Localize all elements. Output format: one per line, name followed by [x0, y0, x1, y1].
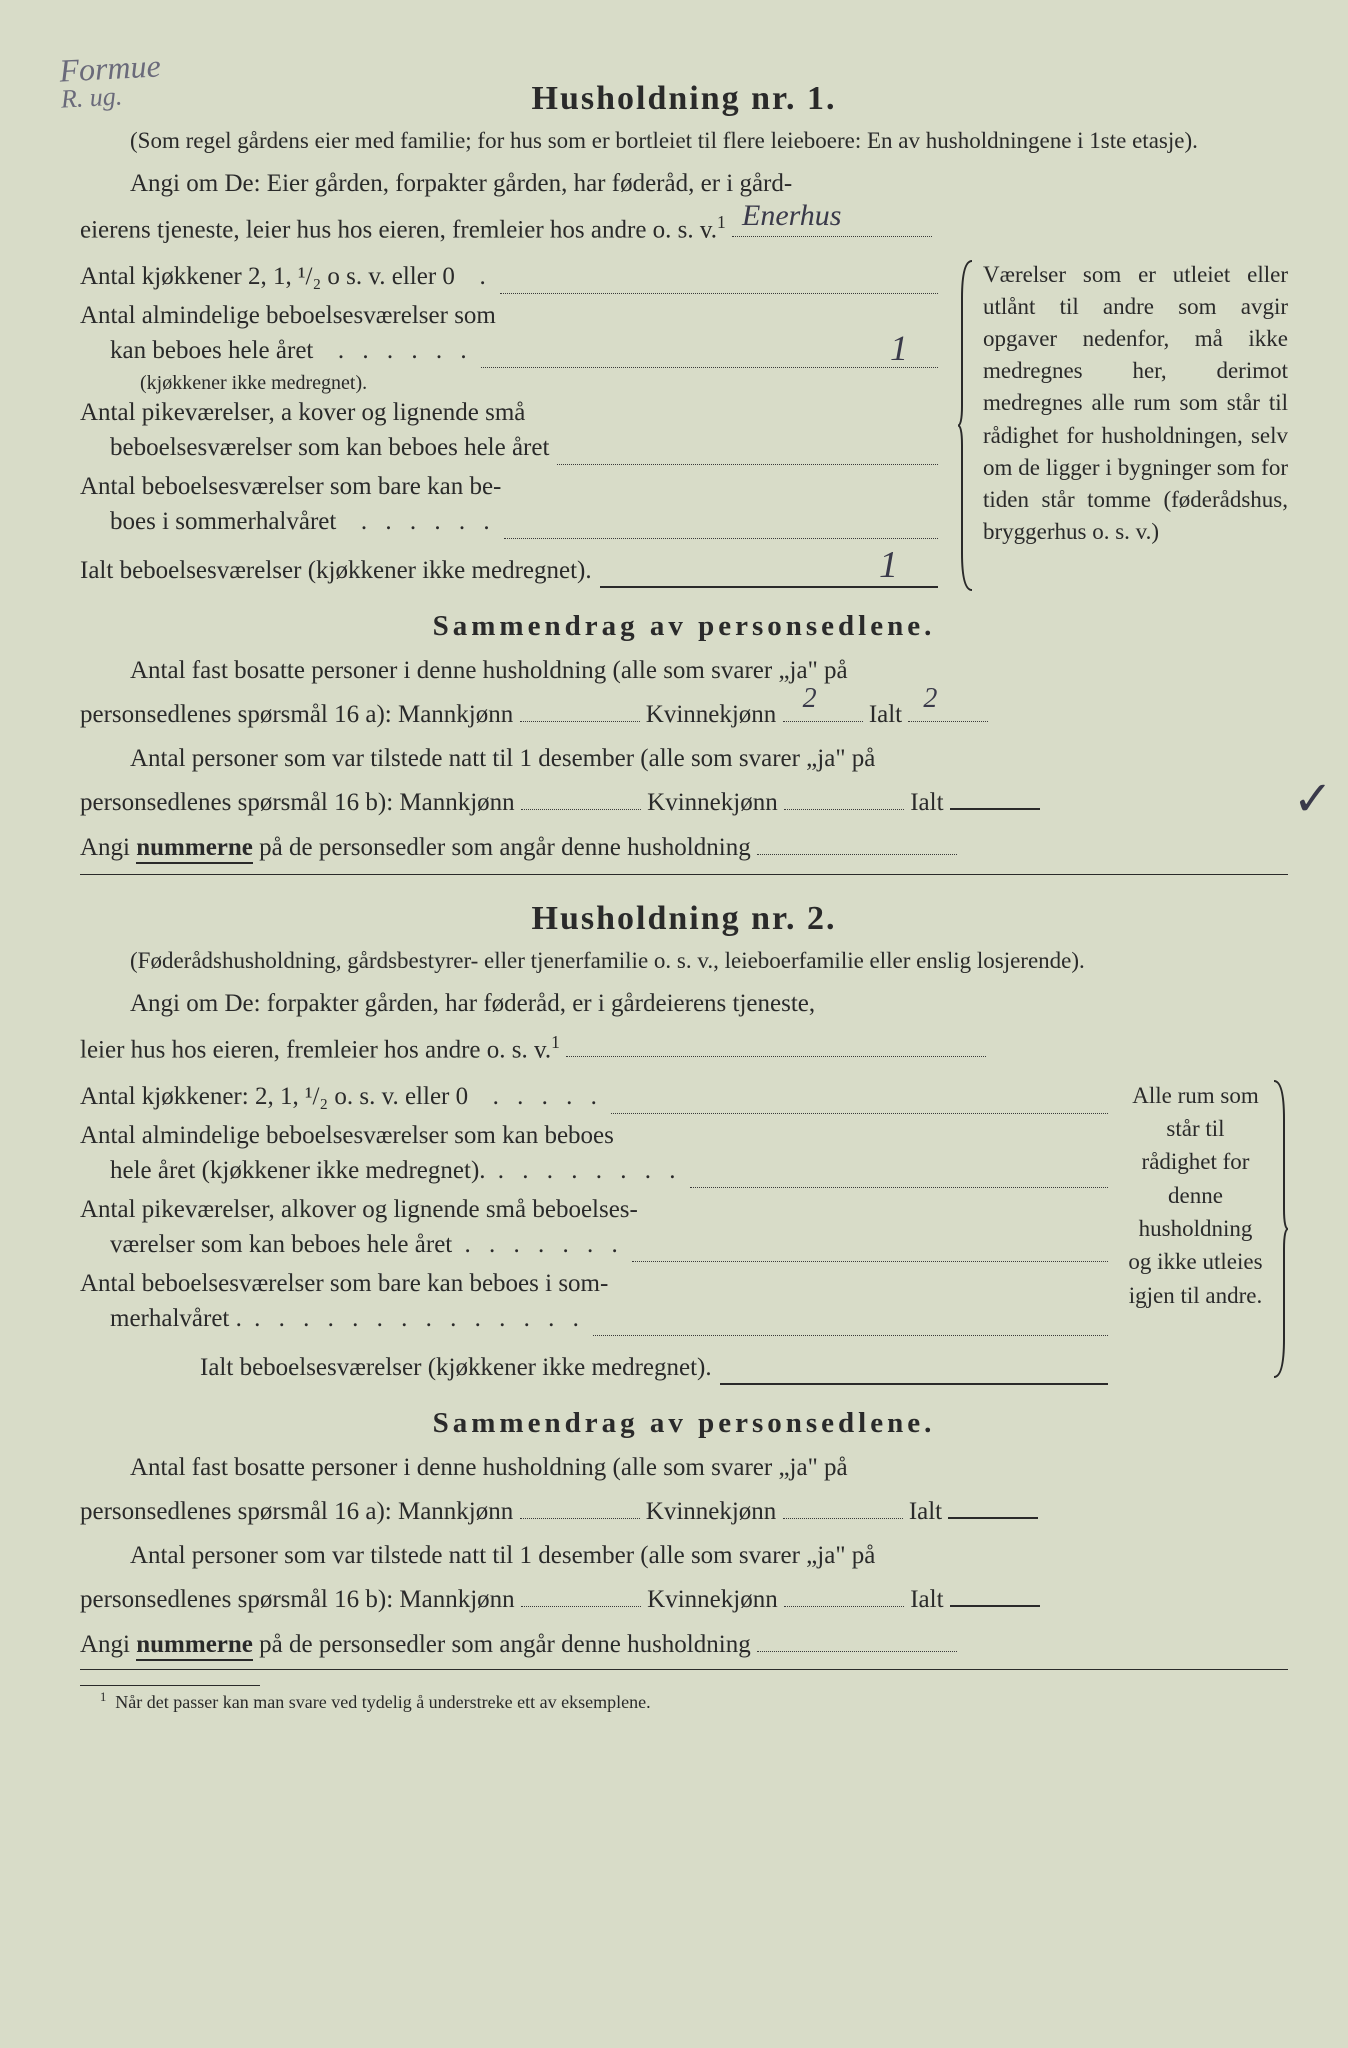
h1-r5-hw: 1: [879, 539, 898, 592]
h2-room-block: Antal kjøkkener: 2, 1, ¹/₂ o. s. v. elle…: [80, 1079, 1288, 1389]
h2-s2b: personsedlenes spørsmål 16 b): Mannkjønn…: [80, 1582, 1288, 1618]
h1-s2b: personsedlenes spørsmål 16 b): Mannkjønn…: [80, 785, 1288, 821]
h1-r1-blank[interactable]: [500, 261, 938, 294]
h2-r5-blank[interactable]: [720, 1352, 1108, 1385]
h1-side-note: Værelser som er utleiet eller utlånt til…: [983, 259, 1288, 549]
h2-r4a: Antal beboelsesværelser som bare kan beb…: [80, 1266, 1108, 1301]
h1-s2-mann-blank[interactable]: [521, 785, 641, 810]
h2-s2-ialt-blank[interactable]: [950, 1582, 1040, 1607]
h1-kv-hw: 2: [803, 679, 817, 720]
h2-s2a: Antal personer som var tilstede natt til…: [80, 1538, 1288, 1574]
h1-s1a: Antal fast bosatte personer i denne hush…: [80, 653, 1288, 689]
h1-r2a: Antal almindelige beboelsesværelser som: [80, 298, 938, 333]
h1-checkmark-icon: ✓: [1293, 765, 1333, 835]
h2-r2a: Antal almindelige beboelsesværelser som …: [80, 1118, 1108, 1153]
h1-room-block: Antal kjøkkener 2, 1, ¹/₂ o s. v. eller …: [80, 259, 1288, 592]
h1-angi-sup: 1: [717, 212, 726, 232]
household-1-subtitle: (Som regel gårdens eier med familie; for…: [80, 126, 1288, 156]
h1-angi-text: eierens tjeneste, leier hus hos eieren, …: [80, 216, 717, 243]
h1-r5-blank[interactable]: 1: [600, 555, 938, 588]
h1-room-left: Antal kjøkkener 2, 1, ¹/₂ o s. v. eller …: [80, 259, 938, 592]
h1-angi-line1: Angi om De: Eier gården, forpakter gårde…: [80, 166, 1288, 202]
h2-s1-ialt-blank[interactable]: [948, 1494, 1038, 1519]
h1-r3-blank[interactable]: [557, 432, 938, 465]
h2-s2-mann-blank[interactable]: [521, 1582, 641, 1607]
footnote-rule: [80, 1685, 260, 1686]
h1-r1: Antal kjøkkener 2, 1, ¹/₂ o s. v. eller …: [80, 259, 938, 294]
h1-angi-hw: Enerhus: [742, 194, 841, 238]
h1-r3b: beboelsesværelser som kan beboes hele år…: [80, 430, 938, 465]
h2-r2b: hele året (kjøkkener ikke medregnet). . …: [80, 1153, 1108, 1188]
h2-r1: Antal kjøkkener: 2, 1, ¹/₂ o. s. v. elle…: [80, 1079, 1108, 1114]
h1-s2a: Antal personer som var tilstede natt til…: [80, 741, 1288, 777]
h2-s1a: Antal fast bosatte personer i denne hush…: [80, 1450, 1288, 1486]
h2-s1b: personsedlenes spørsmål 16 a): Mannkjønn…: [80, 1494, 1288, 1530]
h1-s1-mann-blank[interactable]: [520, 697, 640, 722]
h2-s3: Angi nummerne på de personsedler som ang…: [80, 1627, 1288, 1670]
h1-angi-blank[interactable]: Enerhus: [732, 212, 932, 237]
household-1-title: Husholdning nr. 1.: [80, 80, 1288, 118]
h1-r4b: boes i sommerhalvåret . . . . . .: [80, 504, 938, 539]
h1-side-note-wrap: Værelser som er utleiet eller utlånt til…: [958, 259, 1288, 592]
h2-s2-kv-blank[interactable]: [784, 1582, 904, 1607]
h2-s3-blank[interactable]: [757, 1627, 957, 1652]
h2-r5: Ialt beboelsesværelser (kjøkkener ikke m…: [80, 1350, 1108, 1385]
census-form-page: Formue R. ug. Husholdning nr. 1. (Som re…: [80, 80, 1288, 2038]
h1-summary-title: Sammendrag av personsedlene.: [80, 610, 1288, 643]
h1-s1-kv-blank[interactable]: 2: [783, 697, 863, 722]
h2-r4-blank[interactable]: [593, 1303, 1108, 1336]
h1-s1b: personsedlenes spørsmål 16 a): Mannkjønn…: [80, 697, 1288, 733]
h2-side-note-wrap: Alle rum som står til rådighet for denne…: [1128, 1079, 1288, 1389]
h2-s1-kv-blank[interactable]: [783, 1494, 903, 1519]
household-2-subtitle: (Føderådshusholdning, gårdsbestyrer- ell…: [80, 946, 1288, 976]
h2-r2-blank[interactable]: [690, 1155, 1108, 1188]
h2-angi-blank[interactable]: [566, 1032, 986, 1057]
h2-r1-blank[interactable]: [611, 1081, 1108, 1114]
h2-summary-title: Sammendrag av personsedlene.: [80, 1407, 1288, 1440]
h1-r4-blank[interactable]: [504, 506, 938, 539]
h1-r3a: Antal pikeværelser, a kover og lignende …: [80, 395, 938, 430]
h2-s1-mann-blank[interactable]: [520, 1494, 640, 1519]
h1-ialt-hw: 2: [923, 679, 937, 720]
h1-s3: Angi nummerne på de personsedler som ang…: [80, 830, 1288, 875]
h2-r3a: Antal pikeværelser, alkover og lignende …: [80, 1192, 1108, 1227]
h2-r4b: merhalvåret . . . . . . . . . . . . . . …: [80, 1301, 1108, 1336]
h1-r2b: kan beboes hele året . . . . . . 1: [80, 333, 938, 368]
h2-r3b: værelser som kan beboes hele året . . . …: [80, 1227, 1108, 1262]
h1-s2-ialt-blank[interactable]: [950, 785, 1040, 810]
h2-brace-icon: [1270, 1079, 1288, 1389]
h2-side-note: Alle rum som står til rådighet for denne…: [1128, 1079, 1263, 1312]
h1-angi-line2: eierens tjeneste, leier hus hos eieren, …: [80, 210, 1288, 249]
h2-r3-blank[interactable]: [632, 1229, 1108, 1262]
h1-r2note: (kjøkkener ikke medregnet).: [80, 372, 938, 395]
h2-room-left: Antal kjøkkener: 2, 1, ¹/₂ o. s. v. elle…: [80, 1079, 1108, 1389]
footnote: 1 Når det passer kan man svare ved tydel…: [80, 1690, 1288, 1713]
h1-r2-hw: 1: [890, 323, 908, 373]
h1-r4a: Antal beboelsesværelser som bare kan be-: [80, 469, 938, 504]
h1-r5: Ialt beboelsesværelser (kjøkkener ikke m…: [80, 553, 938, 588]
h1-r2-blank[interactable]: 1: [481, 335, 938, 368]
household-2-title: Husholdning nr. 2.: [80, 900, 1288, 938]
h1-s1-ialt-blank[interactable]: 2: [908, 697, 988, 722]
h1-brace-icon: [958, 259, 976, 592]
top-pencil-note: Formue R. ug.: [58, 47, 162, 114]
h2-angi-line1: Angi om De: forpakter gården, har føderå…: [80, 986, 1288, 1022]
h1-s3-blank[interactable]: [757, 830, 957, 855]
h2-angi-line2: leier hus hos eieren, fremleier hos andr…: [80, 1030, 1288, 1069]
h1-s2-kv-blank[interactable]: [784, 785, 904, 810]
